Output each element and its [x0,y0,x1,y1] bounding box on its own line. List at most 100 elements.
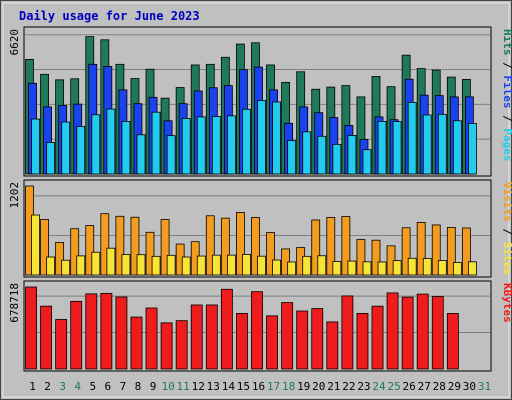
bar-pages-day-22 [347,135,357,175]
bar-pages-day-12 [196,116,206,175]
legend-label-pages: Pages [501,128,512,161]
x-axis: 1 2 3 4 5 6 7 8 9 10 11 12 13 14 15 16 17 18 19 20 21 22 23 24 2… [29,380,491,393]
bar-kbytes-day-28 [431,296,444,370]
bar-sites-day-6 [106,247,116,276]
bar-pages-day-6 [106,108,116,175]
bar-kbytes-day-18 [281,302,294,370]
x-tick-label-day-27: 27 [418,380,431,393]
x-tick-label-day-14: 14 [222,380,236,393]
bar-kbytes-day-20 [311,308,324,370]
x-tick-label-day-20: 20 [312,380,325,393]
bar-kbytes-day-22 [341,295,354,370]
legend-label-files: Files [501,75,512,108]
bar-kbytes-day-8 [130,316,143,370]
x-tick-label-day-15: 15 [237,380,250,393]
label-separator: / [501,222,512,242]
bar-kbytes-day-13 [205,304,218,370]
chart-panels: 6620 Hits / Files / Pages 1202 Visits / Sit… [8,26,512,372]
bar-pages-day-15 [242,108,251,175]
bar-visits-day-10 [160,219,170,276]
bar-visits-day-15 [236,212,245,276]
x-tick-label-day-3: 3 [59,380,66,393]
bar-visits-day-28 [431,224,441,276]
bar-kbytes-day-4 [70,300,83,370]
panel-sites-visits: 1202 Visits / Sites [8,179,512,278]
chart-title: Daily usage for June 2023 [19,9,200,23]
bar-visits-day-21 [326,216,336,276]
bar-kbytes-day-17 [266,315,278,370]
bar-sites-day-14 [227,254,236,276]
bar-sites-day-22 [347,260,357,276]
bar-visits-day-29 [446,227,456,276]
bar-kbytes-day-25 [386,292,399,370]
bar-pages-day-11 [181,118,191,175]
bar-visits-day-22 [341,216,351,276]
bar-sites-day-1 [31,214,40,276]
legend-label-visits: Visits [501,182,512,222]
bar-visits-day-20 [311,219,321,276]
x-tick-label-day-29: 29 [448,380,461,393]
x-tick-label-day-25: 25 [387,380,400,393]
bar-kbytes-day-23 [356,313,369,370]
bar-pages-day-18 [287,140,297,175]
x-tick-label-day-5: 5 [89,380,96,393]
bar-kbytes-day-11 [175,320,188,370]
bar-pages-day-14 [227,115,236,175]
x-tick-label-day-16: 16 [252,380,265,393]
bar-kbytes-day-7 [115,296,128,370]
bar-sites-day-21 [332,261,342,276]
bar-sites-day-17 [272,259,281,276]
legend-label-hits: Hits [501,29,512,56]
bar-pages-day-8 [136,134,146,175]
bar-sites-day-24 [377,261,387,276]
x-tick-label-day-13: 13 [207,380,220,393]
bar-pages-day-10 [166,135,176,175]
bar-kbytes-day-26 [401,296,414,370]
x-tick-label-day-1: 1 [29,380,36,393]
x-tick-label-day-12: 12 [192,380,205,393]
bar-pages-day-7 [121,120,131,175]
bar-kbytes-day-9 [145,307,158,370]
panel-max-label: 1202 [8,182,21,209]
x-tick-label-day-21: 21 [327,380,340,393]
bar-sites-day-3 [61,259,71,276]
bar-sites-day-30 [468,261,477,276]
panel-kbytes: 678718 KBytes [8,280,512,372]
x-tick-label-day-24: 24 [372,380,386,393]
bar-visits-day-4 [70,228,80,276]
bar-kbytes-day-14 [220,288,233,370]
bar-kbytes-day-10 [160,322,173,370]
bar-visits-day-13 [205,215,215,276]
bar-kbytes-day-1 [25,286,37,370]
bar-pages-day-1 [31,118,40,175]
bar-pages-day-5 [91,114,101,175]
x-tick-label-day-17: 17 [267,380,280,393]
bar-sites-day-25 [392,260,402,276]
bar-pages-day-21 [332,143,342,175]
x-tick-label-day-26: 26 [403,380,416,393]
bar-pages-day-3 [61,121,71,175]
x-tick-label-day-11: 11 [177,380,190,393]
bar-sites-day-26 [407,257,417,276]
bar-pages-day-20 [317,135,327,175]
bar-pages-day-25 [392,121,402,175]
x-tick-label-day-9: 9 [150,380,157,393]
bar-sites-day-2 [46,256,56,276]
x-tick-label-day-23: 23 [357,380,370,393]
bar-sites-day-5 [91,251,101,276]
panel-right-labels: Visits / Sites [501,182,512,275]
x-tick-label-day-28: 28 [433,380,446,393]
bar-sites-day-20 [317,255,327,276]
x-tick-label-day-6: 6 [105,380,112,393]
bar-visits-day-16 [251,216,260,276]
bar-sites-day-16 [257,255,266,276]
bar-kbytes-day-2 [40,305,53,370]
bar-sites-day-4 [76,255,86,276]
panel-pages-files-hits: 6620 Hits / Files / Pages [8,26,512,177]
bar-sites-day-13 [211,254,221,276]
bar-pages-day-23 [362,149,372,175]
bar-kbytes-day-19 [296,310,309,370]
bar-kbytes-day-24 [371,305,384,370]
